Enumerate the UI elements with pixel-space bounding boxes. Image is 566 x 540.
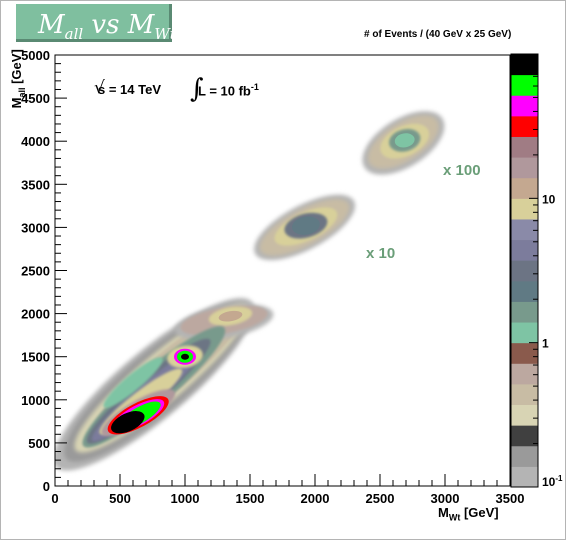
- color-scale-swatch: [511, 157, 538, 179]
- color-scale-swatch: [511, 301, 538, 323]
- secondary-peak-band-3: [181, 353, 189, 360]
- y-tick-label: 4500: [21, 91, 50, 106]
- color-scale-swatch: [511, 322, 538, 344]
- x-tick-label: 1000: [171, 491, 200, 506]
- x-tick-label: 0: [51, 491, 58, 506]
- color-scale-swatch: [511, 342, 538, 364]
- y-tick-label: 2000: [21, 307, 50, 322]
- color-scale-swatch: [511, 280, 538, 302]
- y-tick-label: 500: [28, 436, 50, 451]
- y-tick-label: 1500: [21, 350, 50, 365]
- color-scale-swatch: [511, 404, 538, 426]
- y-tick-label: 2500: [21, 264, 50, 279]
- integral-symbol: ∫: [190, 74, 204, 104]
- color-scale-swatch: [511, 198, 538, 220]
- color-scale-swatch: [511, 218, 538, 241]
- y-tick-label: 3000: [21, 220, 50, 235]
- color-scale-swatch: [511, 239, 538, 261]
- color-scale-label: 10: [542, 192, 556, 206]
- y-tick-label: 0: [43, 479, 50, 494]
- color-scale-swatch: [511, 95, 538, 117]
- x-tick-label: 3000: [431, 491, 460, 506]
- color-scale-swatch: [511, 383, 538, 406]
- energy-annotation: s = 14 TeV: [98, 82, 161, 97]
- chart-title: Mall vs MWt: [38, 10, 176, 44]
- color-scale-label: 1: [542, 337, 549, 351]
- z-axis-label: # of Events / (40 GeV x 25 GeV): [364, 29, 512, 40]
- main-cluster-band-7: [218, 310, 243, 322]
- x-tick-label: 2500: [366, 491, 395, 506]
- main-cluster-band-12: [103, 357, 163, 408]
- heatmap-contours: [54, 54, 511, 487]
- color-scale-swatch: [511, 136, 538, 158]
- color-scale-swatch: [511, 363, 538, 385]
- y-tick-label: 4000: [21, 134, 50, 149]
- color-scale-swatch: [511, 54, 538, 76]
- x-axis-title: MWt [GeV]: [438, 505, 499, 523]
- color-scale-swatch: [511, 177, 538, 199]
- scale-annotation-10: x 10: [366, 245, 396, 262]
- color-scale-swatch: [511, 260, 538, 282]
- luminosity-annotation: L = 10 fb-1: [198, 82, 259, 99]
- color-scale-swatch: [511, 115, 538, 137]
- y-tick-label: 3500: [21, 177, 50, 192]
- x-tick-label: 1500: [236, 491, 265, 506]
- color-scale-label: 10-1: [542, 474, 563, 489]
- x-tick-label: 3500: [496, 491, 525, 506]
- x-tick-label: 500: [109, 491, 131, 506]
- color-scale-swatch: [511, 425, 538, 447]
- main-cluster-band-17: [111, 411, 145, 434]
- y-tick-label: 1000: [21, 393, 50, 408]
- color-scale: 10 1 10-1: [510, 53, 563, 489]
- color-scale-swatch: [511, 445, 538, 467]
- x-tick-label: 2000: [301, 491, 330, 506]
- x10-cluster-band-4: [292, 216, 320, 235]
- chart-title-box: Mall vs MWt: [16, 4, 176, 43]
- y-axis-title: Mall [GeV]: [9, 49, 27, 109]
- color-scale-swatch: [511, 74, 538, 96]
- sqrt-symbol: √: [94, 78, 105, 98]
- x100-cluster-band-4: [394, 133, 415, 148]
- color-scale-swatch: [511, 466, 538, 488]
- scale-annotation-100: x 100: [443, 162, 481, 179]
- y-tick-label: 5000: [21, 48, 50, 63]
